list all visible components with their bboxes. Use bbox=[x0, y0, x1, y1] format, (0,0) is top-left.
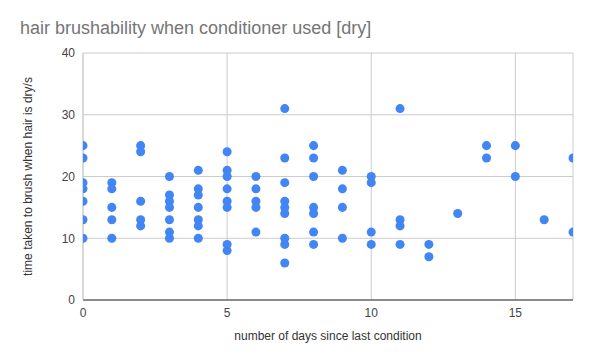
svg-text:0: 0 bbox=[68, 293, 75, 307]
svg-text:10: 10 bbox=[365, 306, 379, 320]
svg-text:20: 20 bbox=[62, 170, 76, 184]
svg-text:30: 30 bbox=[62, 108, 76, 122]
svg-text:40: 40 bbox=[62, 46, 76, 60]
html-text:hair brushability when conditi: hair brushability when conditioner used … bbox=[20, 18, 372, 38]
svg-text:time taken to brush when hair: time taken to brush when hair is dry/s bbox=[21, 77, 35, 276]
svg-text:10: 10 bbox=[62, 232, 76, 246]
svg-text:5: 5 bbox=[224, 306, 231, 320]
svg-text:0: 0 bbox=[80, 306, 87, 320]
svg-text:15: 15 bbox=[509, 306, 523, 320]
svg-text:number of days since last cond: number of days since last condition bbox=[234, 329, 421, 343]
